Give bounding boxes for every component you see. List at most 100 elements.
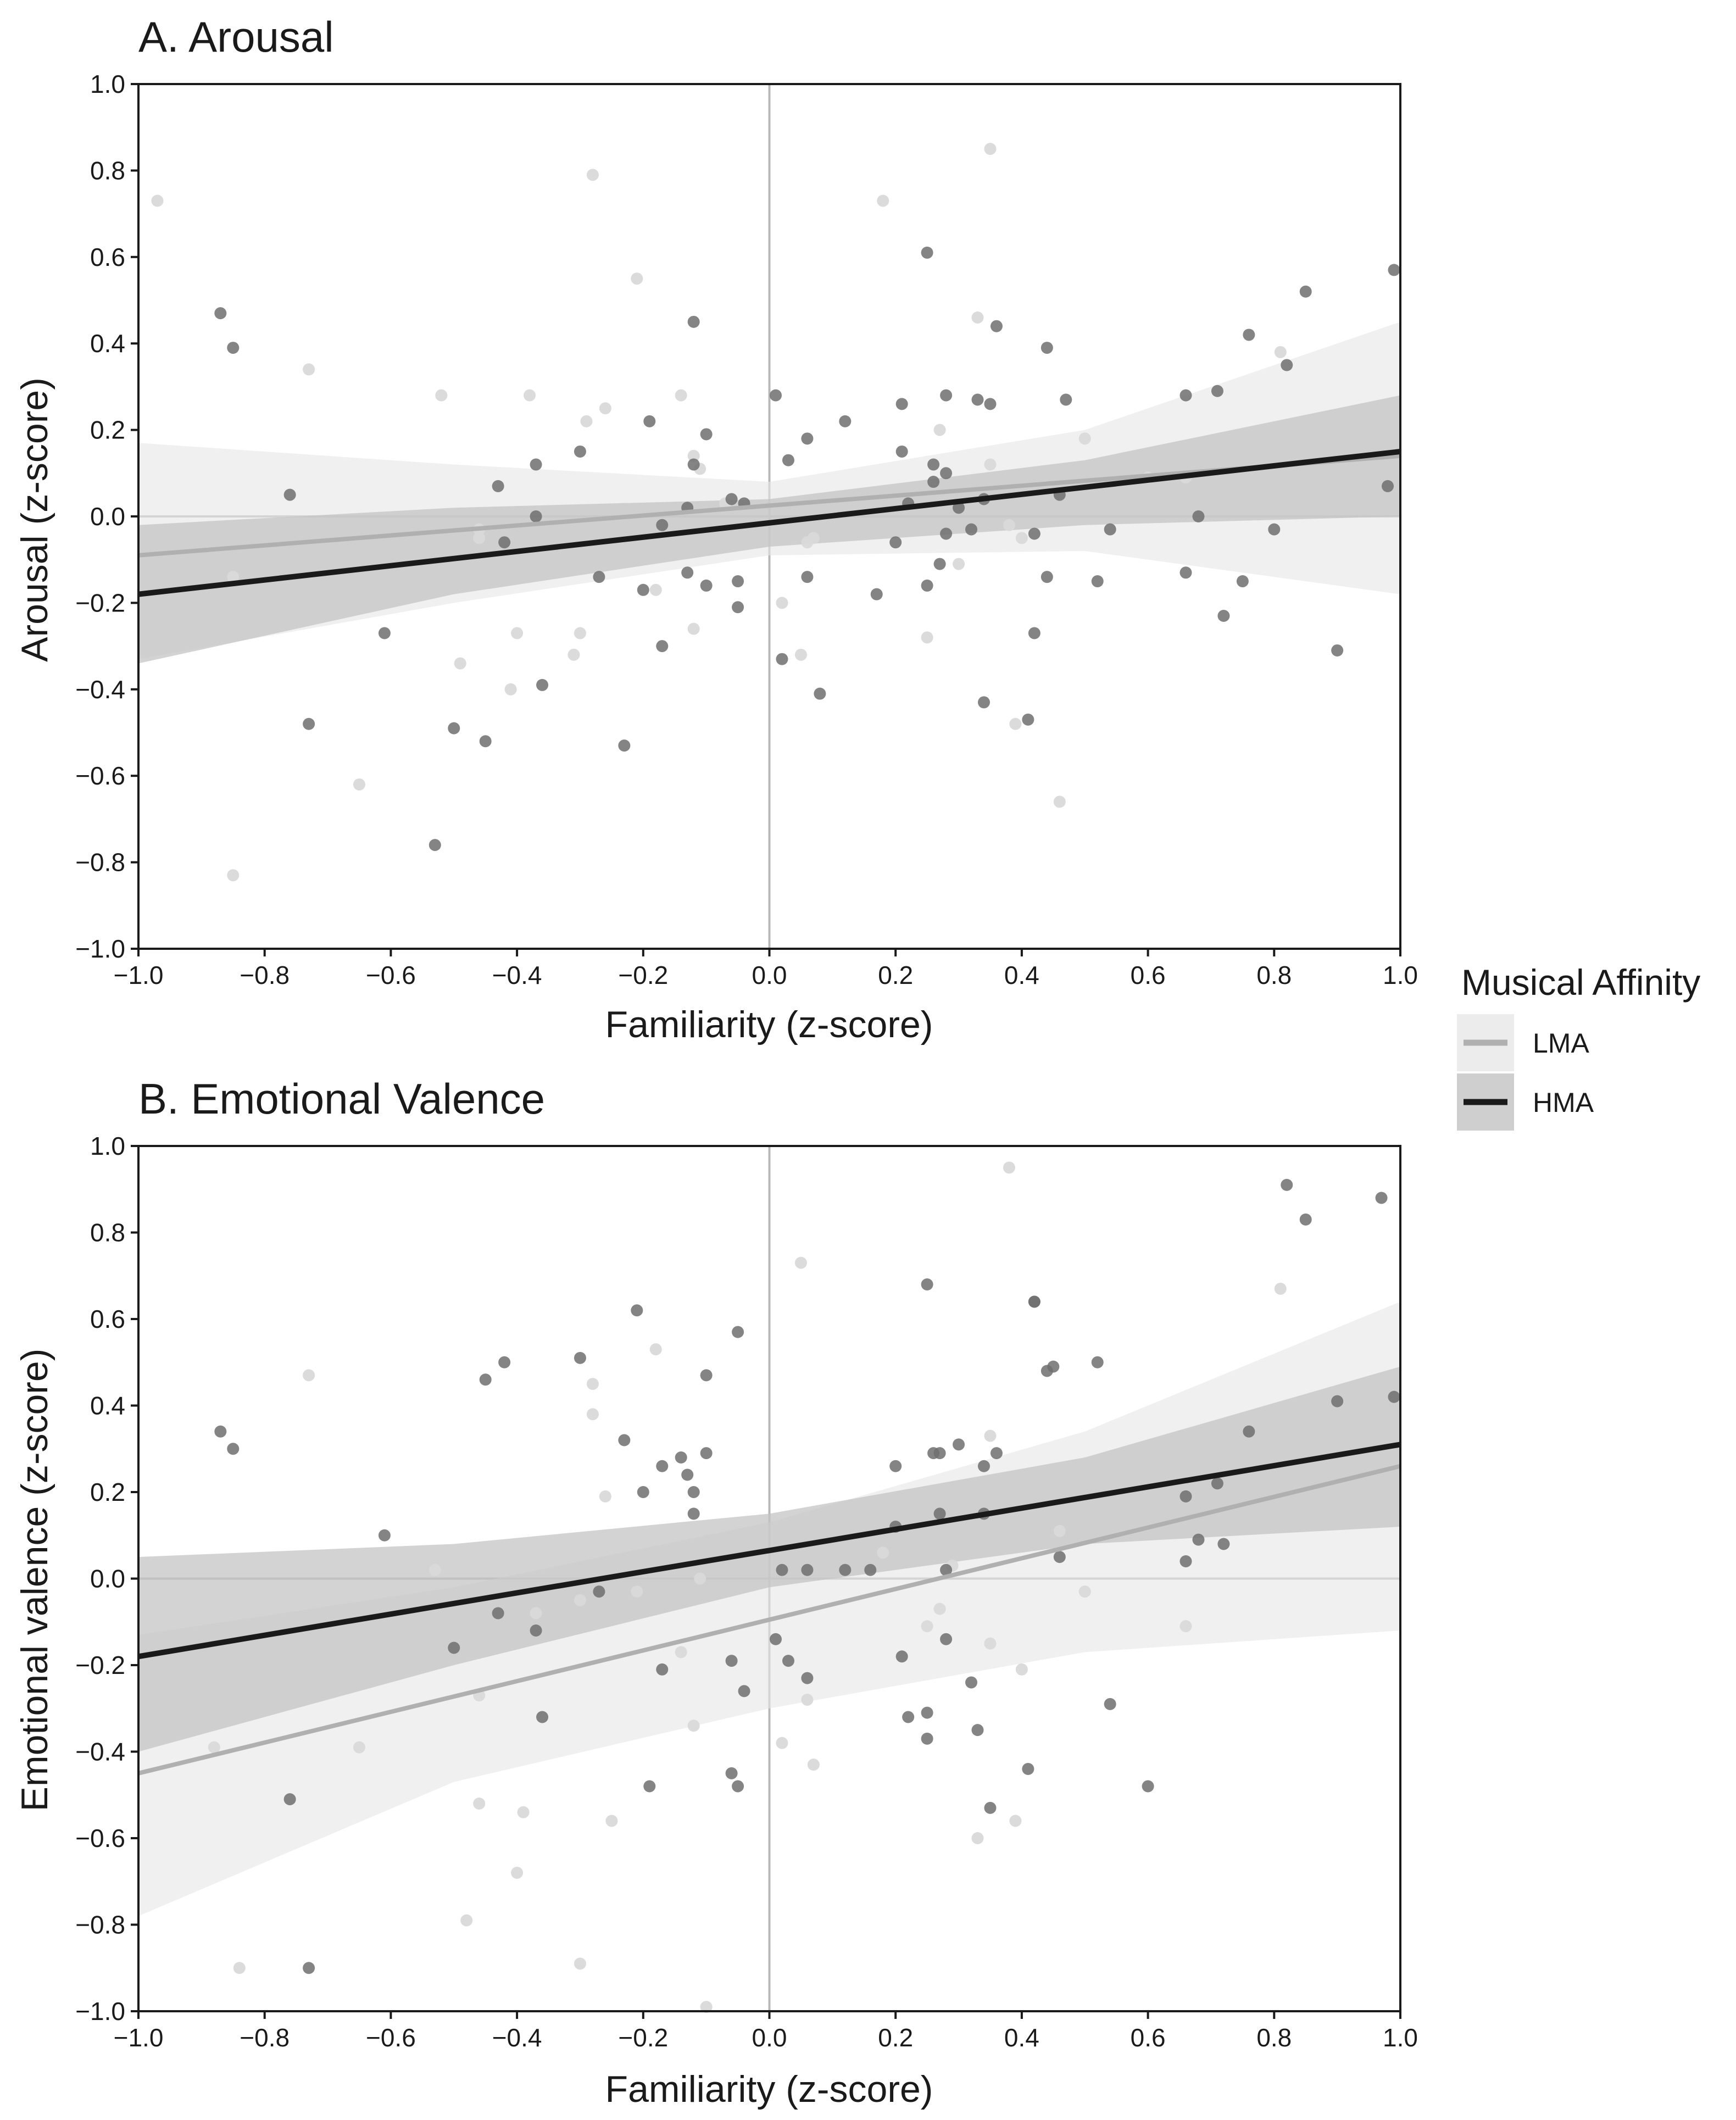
panel-b-hma-point <box>1388 1390 1400 1403</box>
panel-a-lma-point <box>1078 432 1091 445</box>
panel-b-x-tick-label: 0.8 <box>1256 2023 1292 2052</box>
panel-a-lma-point <box>776 597 788 609</box>
panel-a-hma-point <box>283 488 296 501</box>
panel-a-hma-point <box>927 458 940 471</box>
panel-b-lma-point <box>700 2001 713 2013</box>
panel-b-lma-point <box>511 1867 524 1879</box>
panel-a-lma-point <box>580 415 593 427</box>
panel-a-lma-point <box>353 778 365 791</box>
panel-a-y-tick-label: −0.8 <box>75 848 125 877</box>
panel-b-hma-point <box>448 1642 460 1654</box>
panel-b-hma-point <box>631 1304 643 1317</box>
panel-a-lma-point <box>567 648 580 661</box>
panel-b-hma-point <box>839 1563 852 1576</box>
panel-b-hma-point <box>1375 1192 1388 1204</box>
panel-b-hma-point <box>214 1425 227 1438</box>
panel-a-lma-point <box>227 869 240 882</box>
panel-a-lma-regression-line <box>138 453 1401 558</box>
panel-b-hma-point <box>498 1356 511 1368</box>
panel-a-hma-point <box>479 735 492 748</box>
panel-b-lma-point <box>233 1962 246 1974</box>
panel-b-lma-point <box>517 1806 530 1818</box>
panel-b-lma-point <box>303 1369 315 1382</box>
panel-b-x-tick-label: 1.0 <box>1383 2023 1418 2052</box>
panel-a-hma-point <box>637 583 649 596</box>
panel-b-hma-point <box>675 1451 687 1464</box>
panel-a-hma-point <box>769 389 782 402</box>
panel-b-hma-point <box>782 1655 794 1667</box>
panel-b-hma-point <box>643 1780 656 1793</box>
panel-a-hma-point <box>782 454 794 466</box>
panel-b-lma-point <box>574 1957 586 1970</box>
panel-a-lma-point <box>504 683 517 695</box>
panel-b-lma-point <box>1009 1815 1022 1827</box>
panel-b-hma-confidence-band <box>138 1366 1400 1752</box>
panel-b-hma-point <box>940 1633 953 1645</box>
panel-a-x-tick-label: −0.4 <box>492 961 542 989</box>
panel-b-hma-point <box>725 1767 738 1779</box>
legend-hma-label: HMA <box>1533 1087 1594 1118</box>
panel-b-lma-point <box>1078 1585 1091 1598</box>
panel-b-hma-point <box>1179 1490 1192 1503</box>
panel-a-lma-point <box>953 558 965 570</box>
panel-a-hma-point <box>1104 523 1116 536</box>
panel-a-hma-point <box>725 493 738 505</box>
panel-b-x-tick-label: 0.4 <box>1004 2023 1039 2052</box>
panel-b-hma-point <box>378 1529 391 1542</box>
panel-a-hma-point <box>1382 480 1394 492</box>
panel-b-y-tick-label: −0.8 <box>75 1911 125 1939</box>
panel-a-hma-point <box>1060 393 1072 406</box>
panel-b-hma-point <box>933 1447 946 1460</box>
panel-b-hma-point <box>1028 1295 1041 1308</box>
panel-b-hma-point <box>536 1711 549 1723</box>
panel-b-hma-point <box>1281 1178 1293 1191</box>
panel-b-hma-point <box>776 1563 788 1576</box>
panel-a-hma-point <box>977 696 990 709</box>
panel-b-lma-point <box>530 1607 542 1620</box>
panel-a-hma-point <box>927 476 940 488</box>
panel-b-lma-point <box>801 1694 814 1706</box>
panel-a-y-tick-label: 0.0 <box>90 502 125 531</box>
panel-b-hma-point <box>1104 1698 1116 1710</box>
panel-a-hma-point <box>700 428 713 441</box>
panel-b-y-tick-label: −0.6 <box>75 1824 125 1852</box>
panel-b-hma-point <box>618 1434 631 1446</box>
panel-a-hma-point <box>1041 342 1053 354</box>
panel-a-lma-point <box>303 363 315 376</box>
panel-a-hma-point <box>895 398 908 410</box>
panel-b-hma-point <box>990 1447 1003 1460</box>
panel-a-y-tick-label: −0.4 <box>75 675 125 704</box>
panel-a-lma-point <box>473 532 486 544</box>
panel-b-lma-point <box>473 1798 486 1810</box>
panel-b-hma-point <box>492 1607 504 1620</box>
legend: Musical Affinity LMA HMA <box>1457 962 1700 1131</box>
panel-a-lma-point <box>524 389 536 402</box>
panel-b-hma-point <box>965 1676 978 1689</box>
panel-a-y-tick-label: −0.6 <box>75 761 125 790</box>
panel-a-lma-point <box>971 311 984 324</box>
panel-b-lma-point <box>586 1378 599 1390</box>
panel-a-lma-point <box>687 622 700 635</box>
panel-b-lma-point <box>1015 1663 1028 1676</box>
panel-a-hma-point <box>656 519 669 531</box>
panel-b-hma-point <box>1047 1360 1060 1373</box>
panel-b-plot-area: −1.0 −0.8 −0.6 −0.4 −0.2 0.0 0.2 0.4 0.6 0.8 1.0 −1… <box>75 1132 1418 2052</box>
panel-b-x-tick-label: 0.0 <box>752 2023 787 2052</box>
panel-a-lma-point <box>877 194 889 207</box>
panel-a-lma-point <box>586 169 599 181</box>
panel-b-hma-point <box>700 1447 713 1460</box>
panel-a-hma-point <box>965 523 978 536</box>
panel-a-hma-regression-line <box>138 448 1401 597</box>
panel-a-x-tick-label: −0.2 <box>618 961 668 989</box>
panel-a-lma-point <box>921 631 933 644</box>
panel-a-lma-point <box>435 389 448 402</box>
panel-a-lma-point <box>454 657 466 670</box>
panel-b-x-tick-label: 0.6 <box>1131 2023 1166 2052</box>
panel-b-lma-point <box>776 1737 788 1749</box>
panel-b-hma-point <box>1243 1425 1255 1438</box>
panel-b-lma-point <box>208 1741 220 1754</box>
panel-b-hma-point <box>656 1663 669 1676</box>
panel-a-hma-point <box>498 536 511 549</box>
panel-a-hma-point <box>1041 571 1053 583</box>
